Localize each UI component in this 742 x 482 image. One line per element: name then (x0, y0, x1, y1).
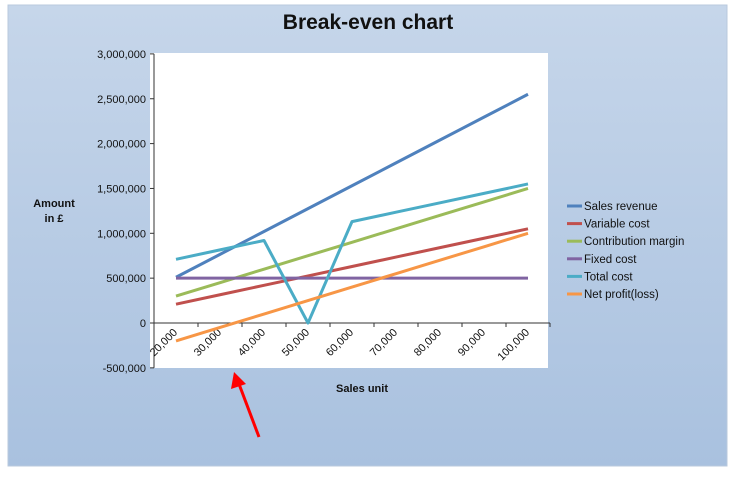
y-tick-label: 0 (140, 318, 146, 330)
y-tick-label: 2,000,000 (97, 139, 146, 151)
legend-label: Net profit(loss) (584, 289, 659, 301)
chart-title: Break-even chart (283, 11, 453, 34)
y-tick-label: 3,000,000 (97, 49, 146, 61)
legend-label: Sales revenue (584, 201, 658, 213)
legend-label: Contribution margin (584, 236, 684, 248)
y-tick-label: 2,500,000 (97, 94, 146, 106)
red-arrow-annotation (231, 372, 261, 438)
plot-area (150, 53, 548, 368)
legend-label: Total cost (584, 271, 633, 283)
legend-label: Fixed cost (584, 254, 637, 266)
series-line-variable-cost (175, 227, 529, 306)
y-tick-label: -500,000 (103, 363, 146, 375)
y-tick-label: 1,000,000 (97, 228, 146, 240)
legend-label: Variable cost (584, 219, 650, 231)
series-line-total-cost (175, 182, 529, 325)
y-axis-title-line1: Amount (33, 198, 75, 210)
series-line-net-profit-loss- (175, 231, 529, 343)
x-axis-title: Sales unit (336, 383, 388, 395)
y-tick-label: 1,500,000 (97, 183, 146, 195)
y-axis-title-line2: in £ (45, 213, 64, 225)
y-tick-label: 500,000 (106, 273, 146, 285)
